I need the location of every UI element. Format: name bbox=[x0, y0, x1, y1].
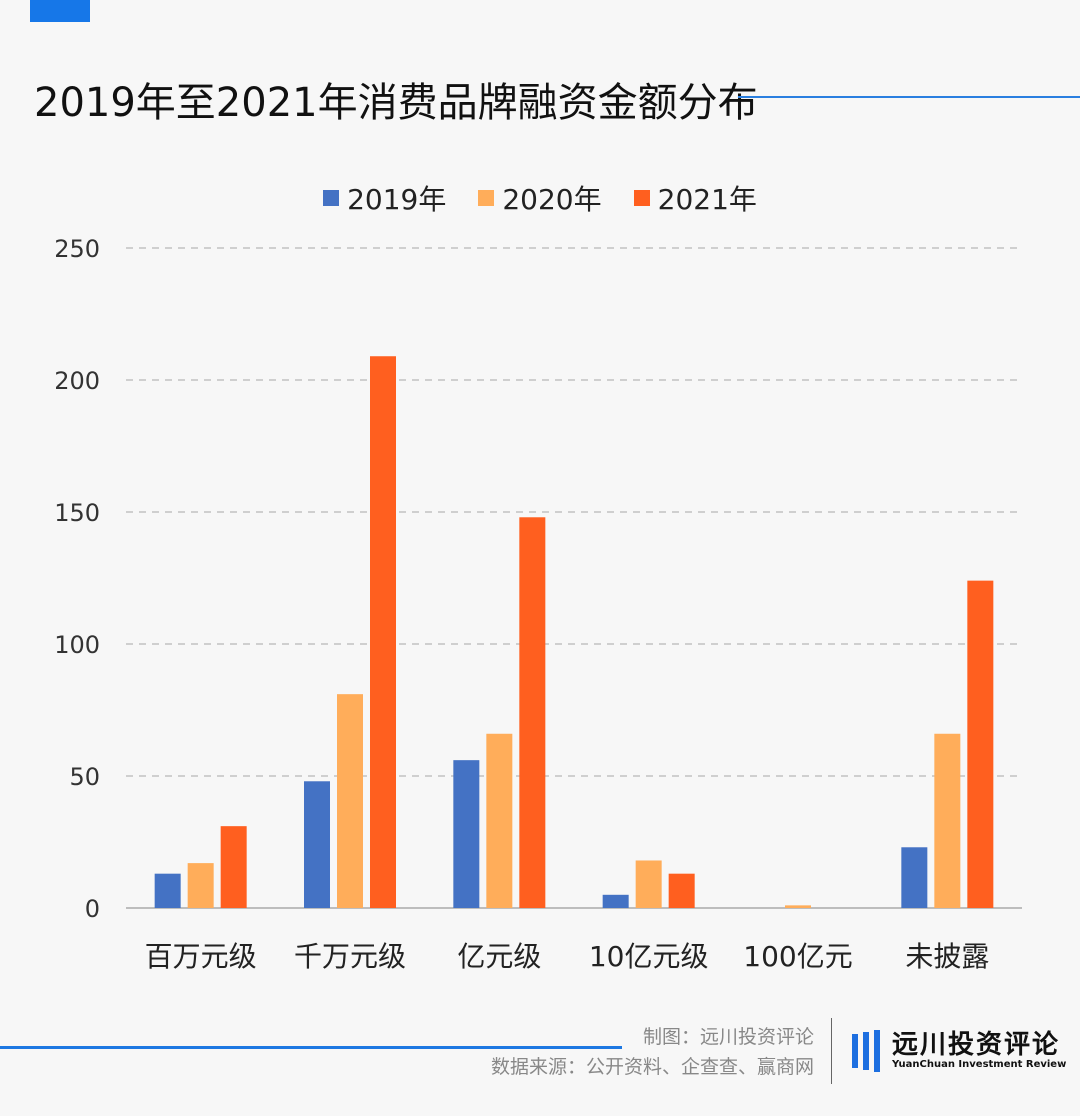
corner-accent-block bbox=[30, 0, 90, 22]
legend-swatch-2021 bbox=[633, 190, 650, 206]
x-tick-label: 10亿元级 bbox=[589, 940, 709, 973]
title-rule bbox=[738, 96, 1080, 98]
chart-credit: 制图：远川投资评论 bbox=[642, 1026, 814, 1048]
bar-2021年-百万元级 bbox=[220, 826, 247, 908]
footer-credits: 制图：远川投资评论 数据来源：公开资料、企查查、赢商网 bbox=[491, 1022, 814, 1082]
legend-item-2020: 2020年 bbox=[478, 178, 602, 218]
y-tick-label: 100 bbox=[54, 631, 100, 659]
page-title: 2019年至2021年消费品牌融资金额分布 bbox=[34, 80, 758, 126]
bar-2021年-10亿元级 bbox=[668, 873, 695, 908]
bar-2020年-百万元级 bbox=[187, 863, 214, 908]
bar-2019年-亿元级 bbox=[453, 760, 480, 908]
bar-2020年-10亿元级 bbox=[635, 860, 662, 908]
brand-name-cn: 远川投资评论 bbox=[892, 1030, 1061, 1060]
bar-2019年-未披露 bbox=[901, 847, 928, 908]
bar-2019年-千万元级 bbox=[304, 781, 330, 908]
y-tick-label: 50 bbox=[69, 763, 100, 791]
legend-item-2021: 2021年 bbox=[633, 178, 757, 218]
y-tick-label: 250 bbox=[54, 235, 100, 263]
bar-chart: 0 50 100 150 200 250 百万元级 千万元级 亿元级 10亿元级 100亿元 未披露 bbox=[54, 235, 1022, 973]
chart-legend: 2019年 2020年 2021年 bbox=[0, 178, 1080, 218]
bar-2021年-未披露 bbox=[967, 580, 994, 908]
bar-2020年-千万元级 bbox=[337, 694, 363, 908]
brand: 远川投资评论 YuanChuan Investment Review bbox=[852, 1030, 1066, 1072]
brand-logo-icon bbox=[852, 1030, 880, 1072]
bar-2021年-亿元级 bbox=[519, 517, 546, 908]
legend-item-2019: 2019年 bbox=[323, 178, 446, 218]
bar-2019年-10亿元级 bbox=[602, 894, 629, 908]
legend-label-2021: 2021年 bbox=[657, 183, 757, 216]
brand-name-en: YuanChuan Investment Review bbox=[892, 1059, 1067, 1070]
x-tick-label: 100亿元 bbox=[743, 940, 852, 973]
footer-rule bbox=[0, 1046, 622, 1049]
bar-2020年-未披露 bbox=[934, 733, 961, 908]
y-tick-label: 0 bbox=[85, 895, 100, 923]
data-source: 数据来源：公开资料、企查查、赢商网 bbox=[490, 1056, 814, 1078]
x-tick-label: 千万元级 bbox=[294, 940, 406, 973]
legend-label-2019: 2019年 bbox=[347, 183, 447, 216]
bar-2020年-100亿元 bbox=[785, 905, 811, 908]
y-tick-label: 150 bbox=[54, 499, 100, 527]
legend-label-2020: 2020年 bbox=[502, 183, 602, 216]
x-tick-label: 亿元级 bbox=[457, 940, 541, 973]
legend-swatch-2019 bbox=[323, 190, 340, 206]
x-tick-label: 百万元级 bbox=[145, 940, 257, 973]
x-tick-label: 未披露 bbox=[905, 940, 989, 973]
y-tick-label: 200 bbox=[54, 367, 100, 395]
bar-2019年-百万元级 bbox=[154, 873, 181, 908]
legend-swatch-2020 bbox=[478, 190, 495, 206]
footer-divider bbox=[831, 1018, 832, 1084]
bar-2020年-亿元级 bbox=[486, 733, 513, 908]
bar-2021年-千万元级 bbox=[370, 356, 396, 908]
